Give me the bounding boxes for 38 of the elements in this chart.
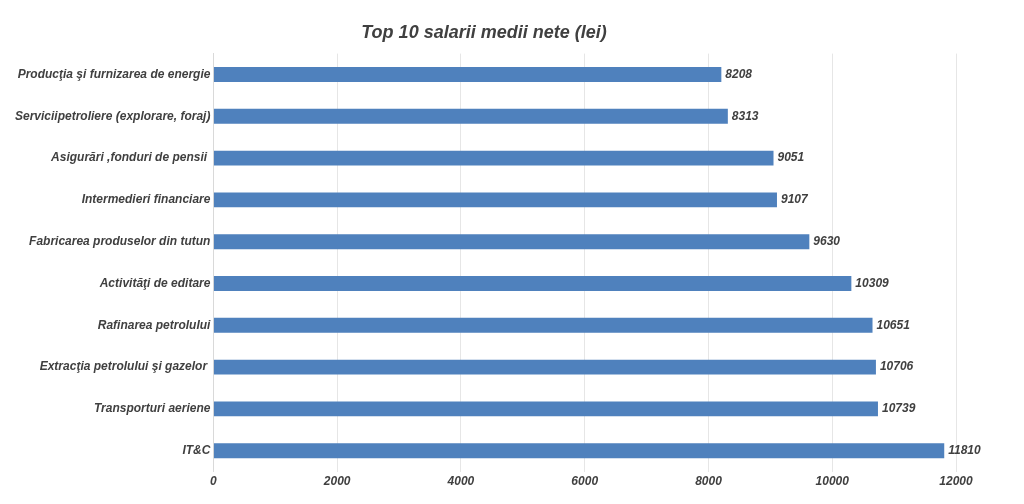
x-tick-label: 2000 (322, 474, 351, 489)
y-tick-label: IT&C (182, 443, 211, 458)
data-label: 9630 (813, 234, 841, 249)
x-tick-label: 4000 (446, 474, 475, 489)
y-tick-label: Producţia şi furnizarea de energie (17, 66, 211, 81)
data-label: 10706 (879, 359, 914, 374)
data-label: 8313 (731, 108, 759, 123)
bar (213, 150, 774, 166)
y-tick-label: Activităţi de editare (98, 275, 211, 290)
bar (213, 359, 876, 375)
x-tick-label: 8000 (695, 474, 723, 489)
data-label: 10651 (876, 317, 911, 332)
bar (213, 443, 945, 459)
y-tick-label: Transporturi aeriene (93, 401, 211, 416)
x-tick-label: 6000 (571, 474, 599, 489)
data-label: 10739 (881, 401, 916, 416)
data-label: 9107 (780, 192, 809, 207)
data-label: 9051 (777, 150, 805, 165)
y-tick-label: Extracţia petrolului şi gazelor (39, 359, 211, 374)
x-tick-label: 10000 (815, 474, 850, 489)
bar (213, 234, 810, 250)
data-label: 10309 (855, 275, 890, 290)
bar (213, 317, 873, 333)
data-label: 11810 (948, 443, 982, 458)
bar (213, 192, 777, 208)
y-tick-label: Intermedieri financiare (81, 192, 211, 207)
bar (213, 67, 722, 82)
y-tick-label: Rafinarea petrolului (97, 317, 212, 332)
y-tick-label: Serviciipetroliere (explorare, foraj) (14, 108, 211, 123)
y-tick-label: Asigurări ,fonduri de pensii (50, 150, 211, 165)
x-tick-label: 0 (210, 474, 218, 489)
chart-title: Top 10 salarii medii nete (lei) (361, 21, 607, 42)
bar (213, 401, 878, 417)
bar (213, 108, 728, 124)
data-label: 8208 (725, 66, 753, 81)
y-tick-label: Fabricarea produselor din tutun (29, 234, 211, 249)
x-tick-label: 12000 (939, 474, 974, 489)
bar (213, 276, 852, 291)
